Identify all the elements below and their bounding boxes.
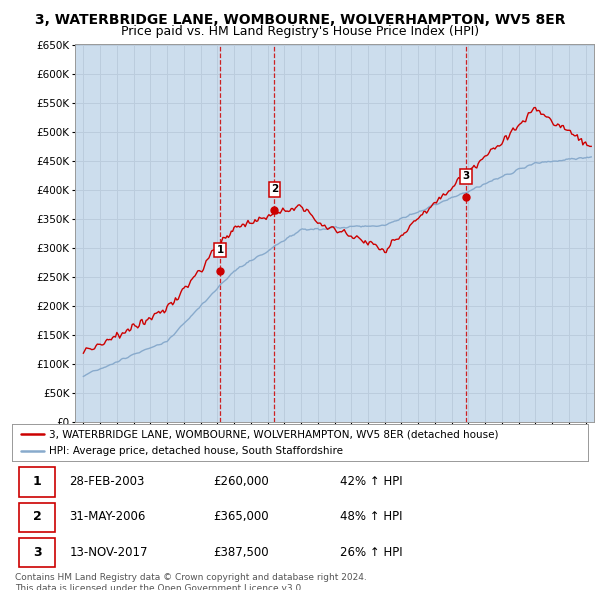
FancyBboxPatch shape <box>19 538 55 567</box>
Text: 28-FEB-2003: 28-FEB-2003 <box>70 475 145 488</box>
Text: 3: 3 <box>463 171 470 181</box>
Text: 1: 1 <box>217 245 224 255</box>
Text: 3, WATERBRIDGE LANE, WOMBOURNE, WOLVERHAMPTON, WV5 8ER (detached house): 3, WATERBRIDGE LANE, WOMBOURNE, WOLVERHA… <box>49 430 499 439</box>
Text: 26% ↑ HPI: 26% ↑ HPI <box>340 546 403 559</box>
Text: Contains HM Land Registry data © Crown copyright and database right 2024.
This d: Contains HM Land Registry data © Crown c… <box>15 573 367 590</box>
Text: Price paid vs. HM Land Registry's House Price Index (HPI): Price paid vs. HM Land Registry's House … <box>121 25 479 38</box>
Text: 42% ↑ HPI: 42% ↑ HPI <box>340 475 403 488</box>
Text: 3: 3 <box>33 546 41 559</box>
Text: £387,500: £387,500 <box>214 546 269 559</box>
Text: 2: 2 <box>271 184 278 194</box>
Text: £260,000: £260,000 <box>214 475 269 488</box>
FancyBboxPatch shape <box>19 503 55 532</box>
Text: 48% ↑ HPI: 48% ↑ HPI <box>340 510 403 523</box>
Text: HPI: Average price, detached house, South Staffordshire: HPI: Average price, detached house, Sout… <box>49 447 343 456</box>
Text: £365,000: £365,000 <box>214 510 269 523</box>
FancyBboxPatch shape <box>19 467 55 497</box>
Text: 3, WATERBRIDGE LANE, WOMBOURNE, WOLVERHAMPTON, WV5 8ER: 3, WATERBRIDGE LANE, WOMBOURNE, WOLVERHA… <box>35 13 565 27</box>
Text: 31-MAY-2006: 31-MAY-2006 <box>70 510 146 523</box>
Text: 1: 1 <box>33 475 42 488</box>
Text: 13-NOV-2017: 13-NOV-2017 <box>70 546 148 559</box>
Text: 2: 2 <box>33 510 42 523</box>
